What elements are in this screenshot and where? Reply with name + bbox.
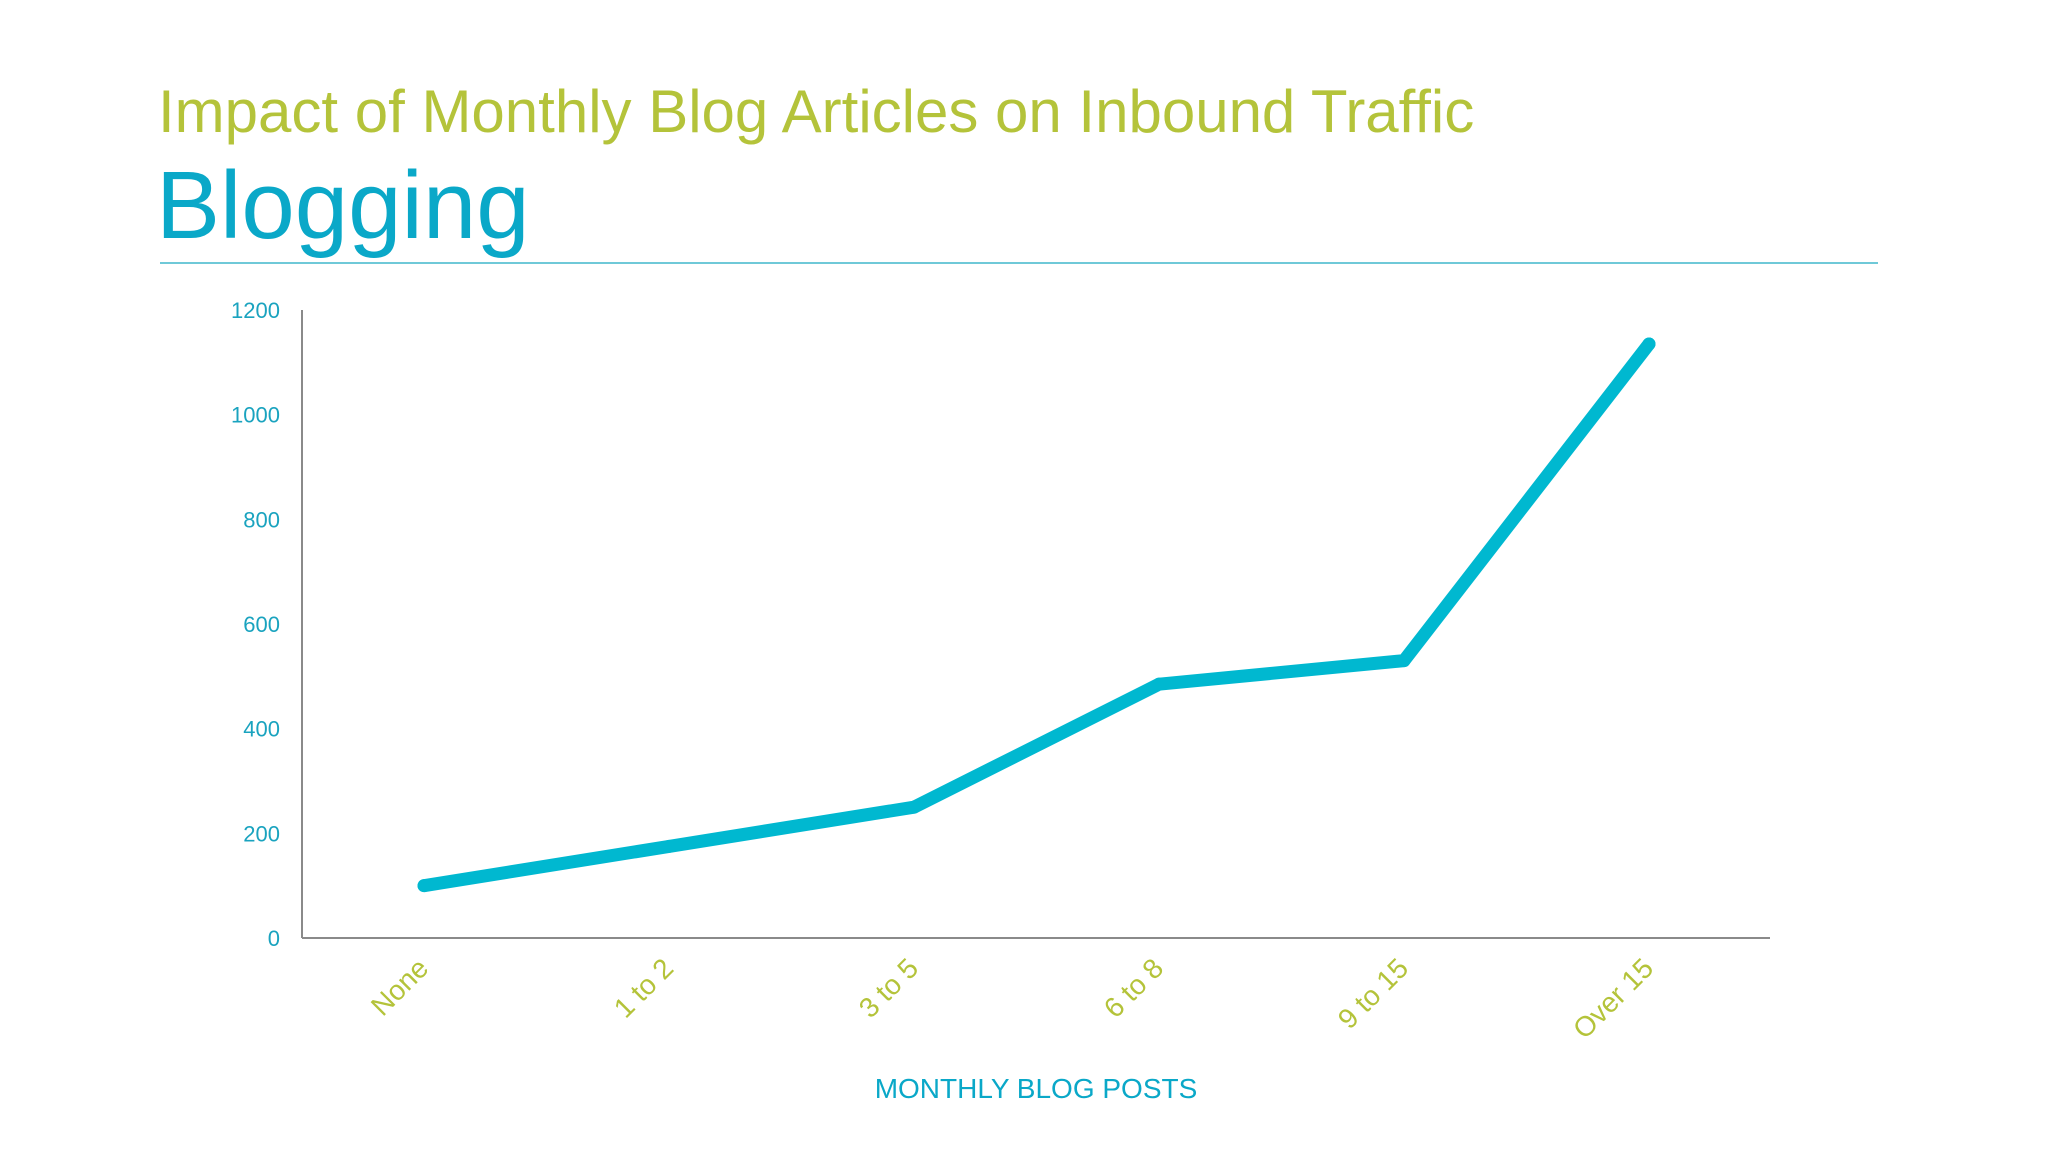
x-axis-label: MONTHLY BLOG POSTS — [875, 1073, 1198, 1104]
x-tick-label: 9 to 15 — [1332, 952, 1414, 1034]
data-point — [1152, 677, 1166, 691]
series-line — [417, 337, 1656, 893]
x-tick-label: 1 to 2 — [608, 952, 679, 1023]
data-point — [1397, 654, 1411, 668]
chart-subtitle: Impact of Monthly Blog Articles on Inbou… — [158, 78, 1475, 145]
y-tick-label: 200 — [243, 821, 280, 846]
y-axis-ticks: 0 200 400 600 800 1000 1200 — [231, 298, 280, 951]
chart-title: Blogging — [156, 152, 530, 259]
y-tick-label: 0 — [268, 926, 280, 951]
data-point — [1642, 337, 1656, 351]
data-point — [907, 800, 921, 814]
y-tick-label: 400 — [243, 717, 280, 742]
y-tick-label: 1000 — [231, 403, 280, 428]
y-tick-label: 600 — [243, 612, 280, 637]
title-divider — [160, 262, 1878, 264]
x-tick-label: Over 15 — [1567, 952, 1659, 1044]
data-point — [662, 839, 676, 853]
x-axis-ticks: None 1 to 2 3 to 5 6 to 8 9 to 15 Over 15 — [365, 952, 1659, 1044]
x-tick-label: 3 to 5 — [853, 952, 924, 1023]
y-tick-label: 1200 — [231, 298, 280, 323]
y-tick-label: 800 — [243, 507, 280, 532]
x-tick-label: 6 to 8 — [1098, 952, 1169, 1023]
x-tick-label: None — [365, 952, 434, 1021]
data-point — [417, 879, 431, 893]
